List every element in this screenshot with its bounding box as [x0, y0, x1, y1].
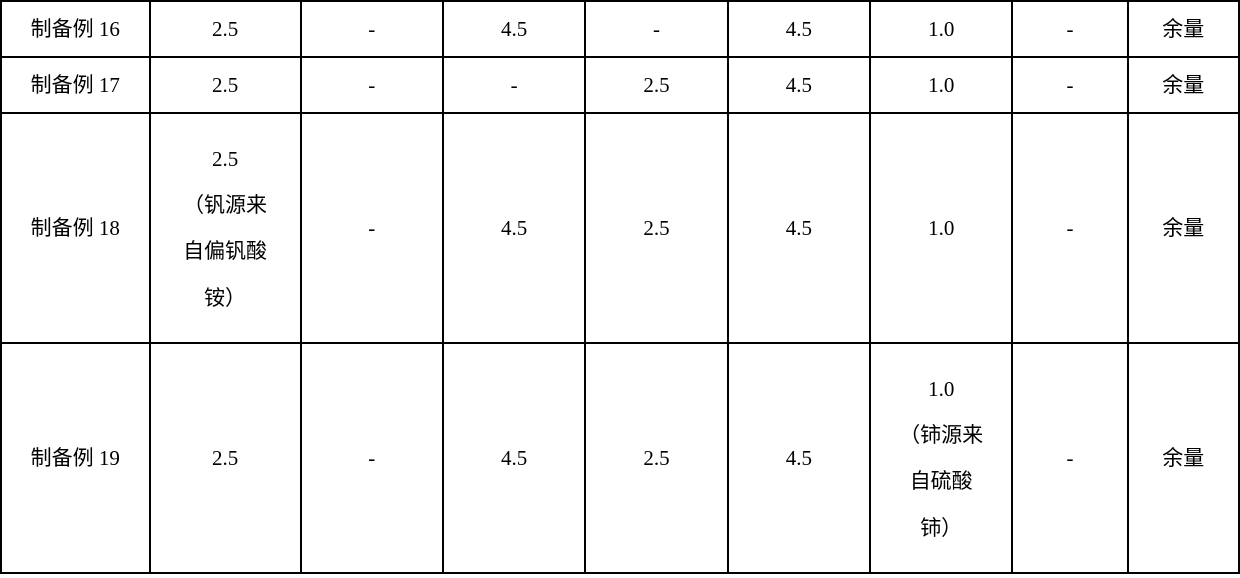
cell: 4.5: [728, 113, 870, 343]
cell: 4.5: [728, 1, 870, 57]
cell: 余量: [1128, 113, 1240, 343]
cell: 1.0: [870, 57, 1012, 113]
cell: 4.5: [443, 343, 585, 573]
cell: -: [1012, 1, 1127, 57]
cell: 2.5: [150, 1, 301, 57]
row-label: 制备例 16: [1, 1, 150, 57]
table-row: 制备例 16 2.5 - 4.5 - 4.5 1.0 - 余量: [1, 1, 1239, 57]
cell: 4.5: [443, 113, 585, 343]
cell: 4.5: [728, 57, 870, 113]
cell: -: [1012, 343, 1127, 573]
cell: 余量: [1128, 343, 1240, 573]
row-label: 制备例 17: [1, 57, 150, 113]
row-label: 制备例 19: [1, 343, 150, 573]
cell: 余量: [1128, 57, 1240, 113]
cell: 1.0: [870, 1, 1012, 57]
cell: 2.5: [585, 57, 727, 113]
table-row: 制备例 19 2.5 - 4.5 2.5 4.5 1.0（铈源来自硫酸铈） - …: [1, 343, 1239, 573]
cell: 4.5: [443, 1, 585, 57]
cell: 2.5（钒源来自偏钒酸铵）: [150, 113, 301, 343]
cell: 2.5: [150, 57, 301, 113]
cell: -: [1012, 57, 1127, 113]
row-label: 制备例 18: [1, 113, 150, 343]
data-table: 制备例 16 2.5 - 4.5 - 4.5 1.0 - 余量 制备例 17 2…: [0, 0, 1240, 574]
cell: -: [301, 343, 443, 573]
table-row: 制备例 17 2.5 - - 2.5 4.5 1.0 - 余量: [1, 57, 1239, 113]
cell: 1.0（铈源来自硫酸铈）: [870, 343, 1012, 573]
cell: 2.5: [150, 343, 301, 573]
cell: 2.5: [585, 343, 727, 573]
cell: -: [301, 113, 443, 343]
cell: -: [443, 57, 585, 113]
cell: -: [1012, 113, 1127, 343]
table-row: 制备例 18 2.5（钒源来自偏钒酸铵） - 4.5 2.5 4.5 1.0 -…: [1, 113, 1239, 343]
cell: -: [301, 57, 443, 113]
cell: 余量: [1128, 1, 1240, 57]
cell: -: [585, 1, 727, 57]
cell: 4.5: [728, 343, 870, 573]
cell: 1.0: [870, 113, 1012, 343]
cell: -: [301, 1, 443, 57]
cell: 2.5: [585, 113, 727, 343]
